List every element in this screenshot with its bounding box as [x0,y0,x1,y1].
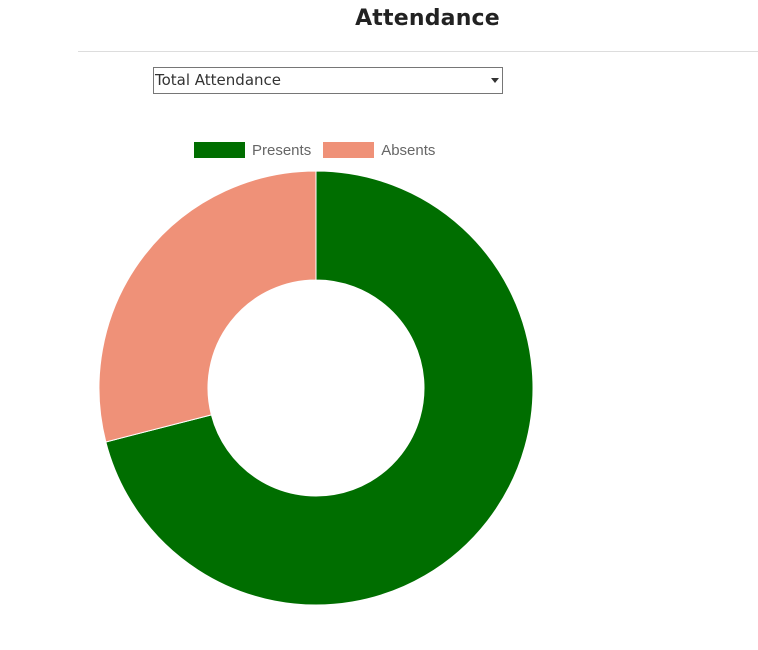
legend-item-presents[interactable]: Presents [194,142,311,159]
chevron-down-icon [491,78,499,83]
legend-swatch-presents [194,142,245,158]
legend-swatch-absents [323,142,375,158]
legend-item-absents[interactable]: Absents [323,142,435,159]
slice-presents[interactable] [105,170,534,606]
page-title: Attendance [355,6,500,31]
chart-legend: Presents Absents [194,141,447,159]
slice-absents[interactable] [98,170,317,443]
attendance-type-selected: Total Attendance [155,71,281,89]
legend-label-absents: Absents [381,141,436,159]
title-divider [78,51,758,52]
legend-label-presents: Presents [252,141,312,159]
attendance-type-select[interactable]: Total Attendance [153,67,503,94]
